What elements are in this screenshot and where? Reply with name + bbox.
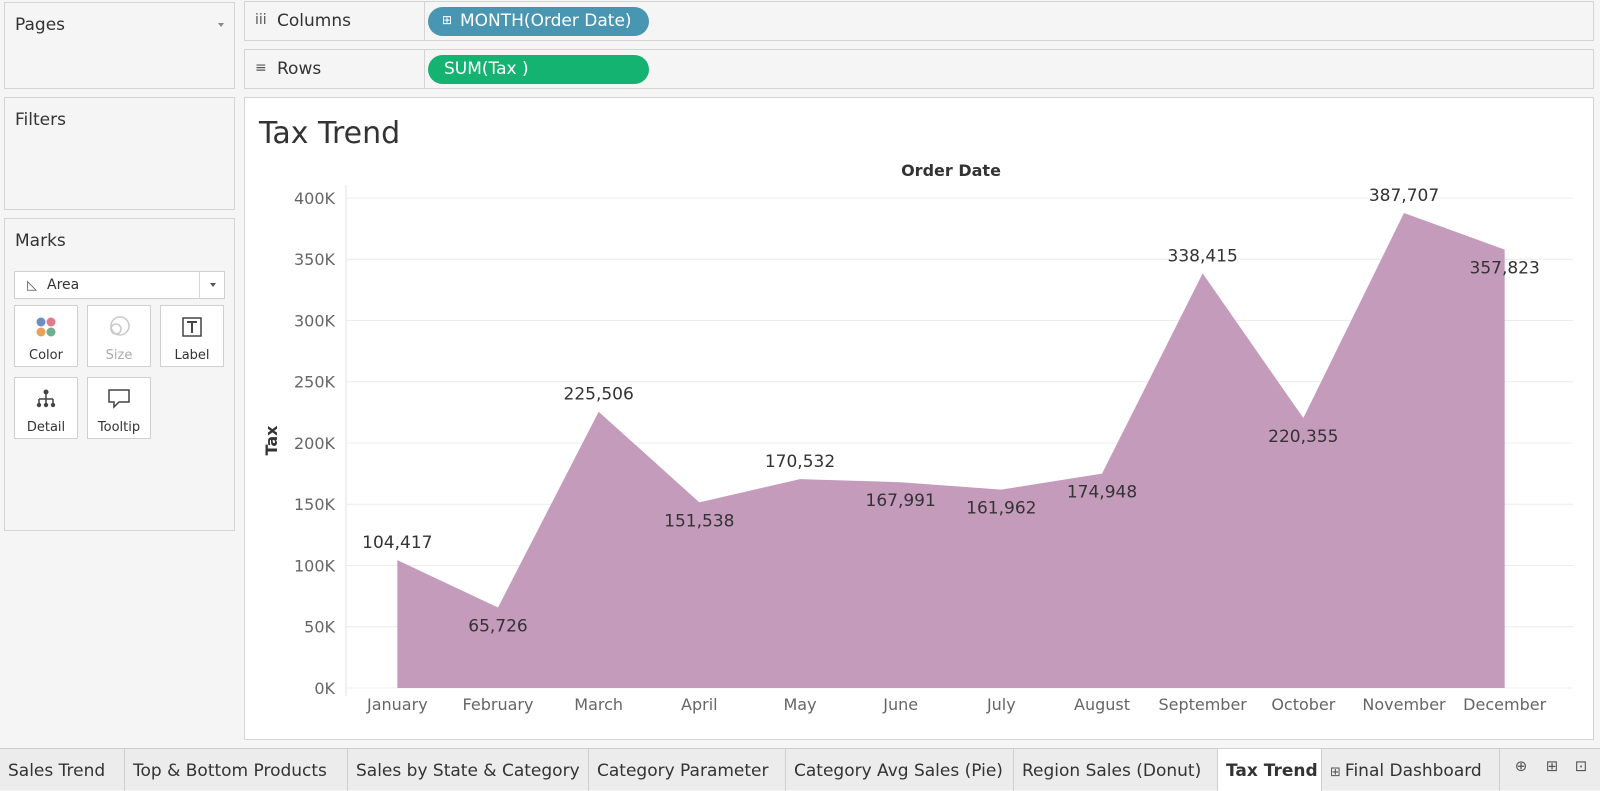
x-tick-label: August bbox=[1074, 695, 1130, 714]
data-label: 225,506 bbox=[564, 385, 634, 405]
tab-label: Category Parameter bbox=[597, 761, 769, 781]
new-worksheet-icon[interactable]: ⊕ bbox=[1514, 757, 1528, 775]
x-tick-label: May bbox=[783, 695, 816, 714]
rows-pill[interactable]: SUM(Tax ) bbox=[428, 55, 649, 84]
filters-card[interactable]: Filters bbox=[4, 97, 235, 210]
x-tick-label: October bbox=[1271, 695, 1335, 714]
size-label: Size bbox=[105, 348, 133, 363]
tab-final-dashboard[interactable]: ⊞ Final Dashboard bbox=[1322, 749, 1500, 791]
data-label: 161,962 bbox=[966, 499, 1036, 519]
tab-label: Category Avg Sales (Pie) bbox=[794, 761, 1003, 781]
x-tick-label: December bbox=[1463, 695, 1546, 714]
rows-pill-text: SUM(Tax ) bbox=[444, 59, 529, 79]
columns-shelf[interactable]: iii Columns ⊞ MONTH(Order Date) bbox=[244, 1, 1594, 41]
area-chart-icon: ◺ bbox=[27, 278, 37, 293]
label-label: Label bbox=[174, 348, 210, 363]
y-tick-label: 200K bbox=[294, 434, 336, 453]
y-tick-label: 150K bbox=[294, 495, 336, 514]
tab-top-bottom-products[interactable]: Top & Bottom Products bbox=[125, 749, 348, 791]
y-axis-title: Tax bbox=[262, 425, 281, 456]
new-dashboard-icon[interactable]: ⊞ bbox=[1545, 757, 1559, 775]
rows-shelf[interactable]: ≡ Rows SUM(Tax ) bbox=[244, 49, 1594, 89]
x-tick-label: February bbox=[463, 695, 534, 714]
color-dots-icon bbox=[15, 314, 77, 340]
tab-label: Top & Bottom Products bbox=[133, 761, 327, 781]
data-label: 338,415 bbox=[1168, 246, 1238, 266]
x-tick-label: April bbox=[681, 695, 718, 714]
tab-label: Tax Trend bbox=[1226, 761, 1318, 781]
data-label: 104,417 bbox=[362, 533, 432, 553]
tab-category-parameter[interactable]: Category Parameter bbox=[589, 749, 786, 791]
tab-tax-trend[interactable]: Tax Trend bbox=[1218, 749, 1322, 791]
data-label: 357,823 bbox=[1470, 259, 1540, 279]
tooltip-bubble-icon bbox=[88, 386, 150, 412]
mark-type-label: Area bbox=[47, 277, 80, 293]
columns-pill[interactable]: ⊞ MONTH(Order Date) bbox=[428, 7, 649, 36]
columns-icon: iii bbox=[255, 12, 267, 28]
x-tick-label: March bbox=[574, 695, 623, 714]
mark-type-dropdown[interactable]: ◺ Area bbox=[14, 271, 225, 299]
view-title: Tax Trend bbox=[259, 116, 401, 151]
color-button[interactable]: Color bbox=[14, 305, 78, 367]
tab-category-avg-sales-pie[interactable]: Category Avg Sales (Pie) bbox=[786, 749, 1014, 791]
tab-sales-by-state-category[interactable]: Sales by State & Category bbox=[348, 749, 589, 791]
tab-label: Final Dashboard bbox=[1344, 761, 1482, 781]
y-tick-label: 50K bbox=[304, 618, 335, 637]
data-label: 65,726 bbox=[468, 616, 527, 636]
y-tick-label: 350K bbox=[294, 250, 336, 269]
detail-button[interactable]: Detail bbox=[14, 377, 78, 439]
tab-label: Sales by State & Category bbox=[356, 761, 580, 781]
y-tick-label: 0K bbox=[314, 679, 335, 698]
size-circles-icon bbox=[88, 314, 150, 340]
y-tick-label: 400K bbox=[294, 189, 336, 208]
size-button[interactable]: Size bbox=[87, 305, 151, 367]
label-button[interactable]: Label bbox=[160, 305, 224, 367]
dashboard-icon: ⊞ bbox=[1330, 765, 1341, 780]
area-chart[interactable]: Order Date 0K 50K 100K 150K 200K 250K 300K 350K 4… bbox=[245, 98, 1595, 741]
columns-pill-text: MONTH(Order Date) bbox=[460, 11, 632, 31]
data-label: 174,948 bbox=[1067, 483, 1137, 503]
label-t-icon bbox=[161, 314, 223, 340]
chevron-down-icon bbox=[210, 283, 216, 287]
y-tick-label: 250K bbox=[294, 373, 336, 392]
sheet-tab-bar: Sales Trend Top & Bottom Products Sales … bbox=[0, 748, 1600, 791]
columns-label: Columns bbox=[277, 11, 351, 31]
filters-title: Filters bbox=[15, 110, 66, 130]
marks-card: Marks ◺ Area Color Size bbox=[4, 218, 235, 531]
pages-menu-caret-icon[interactable] bbox=[218, 23, 224, 27]
pages-card[interactable]: Pages bbox=[4, 2, 235, 89]
detail-label: Detail bbox=[26, 420, 66, 435]
detail-tree-icon bbox=[15, 386, 77, 412]
y-tick-label: 300K bbox=[294, 311, 336, 330]
data-label: 220,355 bbox=[1268, 427, 1338, 447]
data-label: 387,707 bbox=[1369, 186, 1439, 206]
rows-icon: ≡ bbox=[255, 60, 267, 76]
tab-region-sales-donut[interactable]: Region Sales (Donut) bbox=[1014, 749, 1218, 791]
x-tick-label: November bbox=[1362, 695, 1446, 714]
area-series[interactable] bbox=[397, 213, 1505, 688]
tooltip-label: Tooltip bbox=[97, 420, 141, 435]
color-label: Color bbox=[29, 348, 63, 363]
tab-label: Sales Trend bbox=[8, 761, 106, 781]
new-story-icon[interactable]: ⊡ bbox=[1574, 757, 1588, 775]
y-tick-label: 100K bbox=[294, 556, 336, 575]
x-tick-label: June bbox=[882, 695, 918, 714]
data-label: 170,532 bbox=[765, 452, 835, 472]
x-tick-label: September bbox=[1158, 695, 1247, 714]
marks-title: Marks bbox=[15, 231, 66, 251]
expand-plus-icon[interactable]: ⊞ bbox=[442, 13, 453, 27]
x-tick-label: July bbox=[986, 695, 1016, 714]
tab-sales-trend[interactable]: Sales Trend bbox=[0, 749, 125, 791]
worksheet-view: Tax Trend Order Date 0K 50K 100K 150K 200K 250… bbox=[244, 97, 1594, 740]
tooltip-button[interactable]: Tooltip bbox=[87, 377, 151, 439]
data-label: 151,538 bbox=[664, 511, 734, 531]
x-axis-title: Order Date bbox=[901, 161, 1001, 180]
pages-title: Pages bbox=[15, 15, 66, 35]
tab-label: Region Sales (Donut) bbox=[1022, 761, 1202, 781]
data-label: 167,991 bbox=[866, 491, 936, 511]
rows-label: Rows bbox=[277, 59, 322, 79]
x-tick-label: January bbox=[366, 695, 428, 714]
